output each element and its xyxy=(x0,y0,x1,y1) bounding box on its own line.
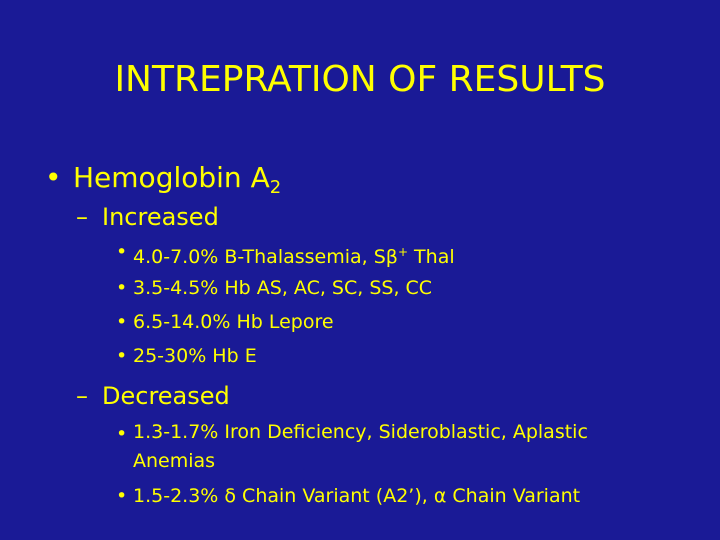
bullet-icon: • xyxy=(116,241,128,263)
bullet-icon: • xyxy=(45,161,62,194)
list-item-text: 1.5-2.3% δ Chain Variant (A2’), α Chain … xyxy=(133,485,581,507)
bullet-icon: • xyxy=(116,423,128,445)
bullet-icon: • xyxy=(116,345,128,367)
list-item-superscript: + xyxy=(397,245,408,259)
list-item-text: 1.3-1.7% Iron Deficiency, Sideroblastic,… xyxy=(133,421,588,472)
heading-subscript: 2 xyxy=(269,177,282,198)
slide-title: INTREPRATION OF RESULTS xyxy=(114,59,606,100)
heading-text: Hemoglobin A2 xyxy=(73,158,281,208)
dash-icon: – xyxy=(76,203,88,231)
bullet-icon: • xyxy=(116,485,128,507)
dash-icon: – xyxy=(76,382,88,410)
list-item-text: 3.5-4.5% Hb AS, AC, SC, SS, CC xyxy=(133,277,433,299)
subheading-label: Decreased xyxy=(102,382,230,410)
list-item-text: 4.0-7.0% B-Thalassemia, Sβ+ Thal xyxy=(133,236,455,274)
heading-label: Hemoglobin A xyxy=(73,161,270,194)
list-item-text: 6.5-14.0% Hb Lepore xyxy=(133,311,334,333)
list-item-suffix: Thal xyxy=(408,246,455,268)
bullet-icon: • xyxy=(116,311,128,333)
list-item-prefix: 4.0-7.0% B-Thalassemia, Sβ xyxy=(133,246,398,268)
list-item-text: 25-30% Hb E xyxy=(133,345,257,367)
bullet-icon: • xyxy=(116,277,128,299)
subheading-label: Increased xyxy=(102,203,219,231)
